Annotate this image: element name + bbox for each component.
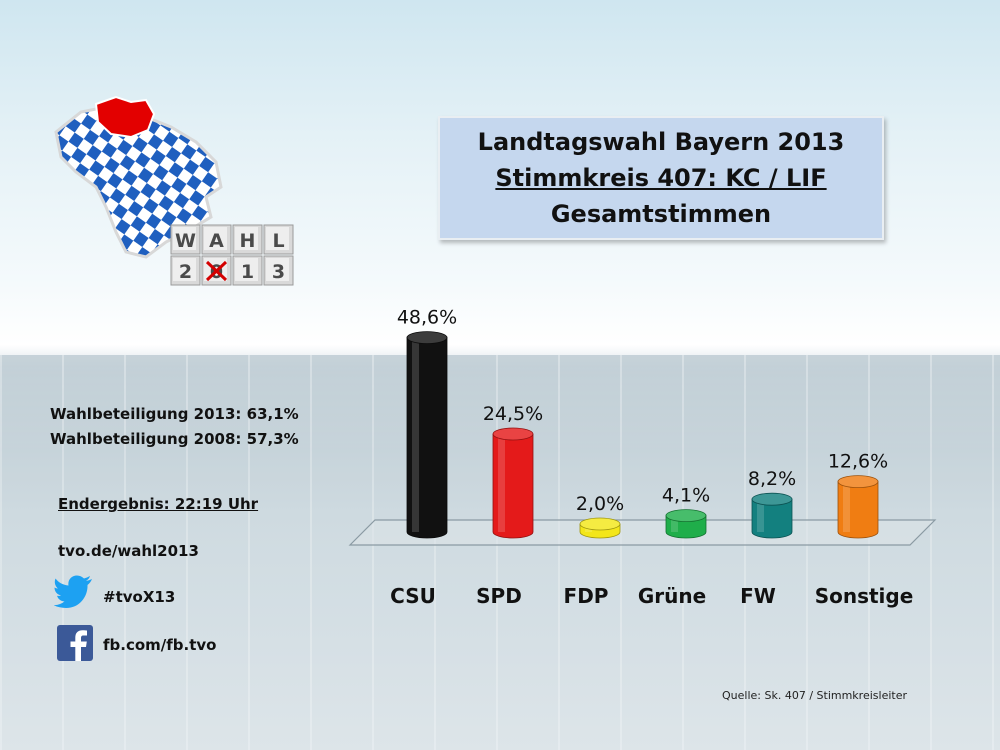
wahl-cube-letter: W — [175, 230, 196, 252]
bar-csu — [406, 331, 448, 539]
bar-value-label: 8,2% — [748, 468, 796, 490]
wahl-cube: 2 — [170, 255, 201, 286]
turnout-2013: Wahlbeteiligung 2013: 63,1% — [50, 405, 299, 423]
bar-grüne — [665, 509, 707, 539]
bar-fdp — [579, 517, 621, 539]
source-note: Quelle: Sk. 407 / Stimmkreisleiter — [722, 689, 907, 702]
title-line-1: Landtagswahl Bayern 2013 — [477, 128, 845, 156]
wahl-cube-letter: 3 — [272, 261, 285, 283]
bar-sonstige — [837, 475, 879, 539]
facebook-handle[interactable]: fb.com/fb.tvo — [103, 636, 217, 654]
facebook-icon[interactable] — [57, 625, 93, 661]
wahl-cube-letter: A — [209, 230, 224, 252]
wahl-cube: 3 — [263, 255, 294, 286]
turnout-2008: Wahlbeteiligung 2008: 57,3% — [50, 430, 299, 448]
bar-value-label: 24,5% — [483, 403, 543, 425]
title-line-2: Stimmkreis 407: KC / LIF — [495, 164, 827, 192]
bar-value-label: 4,1% — [662, 485, 710, 507]
wahl-cube: W — [170, 224, 201, 255]
category-label: Sonstige — [815, 584, 914, 608]
wahl-cube-letter: 2 — [179, 261, 192, 283]
twitter-handle[interactable]: #tvoX13 — [103, 588, 176, 606]
floor-background — [0, 355, 1000, 750]
wahl-cube: 0 — [201, 255, 232, 286]
bar-value-label: 12,6% — [828, 451, 888, 473]
bar-value-label: 48,6% — [397, 307, 457, 329]
final-result-time: Endergebnis: 22:19 Uhr — [58, 495, 259, 513]
ballot-cross-icon — [205, 260, 228, 282]
twitter-bird-icon[interactable] — [54, 574, 94, 608]
wahl-cube: 1 — [232, 255, 263, 286]
category-label: SPD — [476, 584, 522, 608]
bar-spd — [492, 427, 534, 539]
category-label: CSU — [390, 584, 436, 608]
wahl-cube: H — [232, 224, 263, 255]
bar-fw — [751, 492, 793, 539]
category-label: FW — [740, 584, 776, 608]
wahl-cube-letter: H — [240, 230, 256, 252]
title-line-3: Gesamtstimmen — [550, 200, 772, 228]
wahl-cube-letter: 1 — [241, 261, 254, 283]
website-link[interactable]: tvo.de/wahl2013 — [58, 542, 199, 560]
category-label: FDP — [564, 584, 609, 608]
category-label: Grüne — [638, 584, 706, 608]
title-box: Landtagswahl Bayern 2013 Stimmkreis 407:… — [438, 116, 884, 240]
wahl-cube: L — [263, 224, 294, 255]
wahl-cube: A — [201, 224, 232, 255]
bar-value-label: 2,0% — [576, 493, 624, 515]
region-highlight-icon — [94, 95, 156, 139]
wahl-cube-letter: L — [272, 230, 284, 252]
